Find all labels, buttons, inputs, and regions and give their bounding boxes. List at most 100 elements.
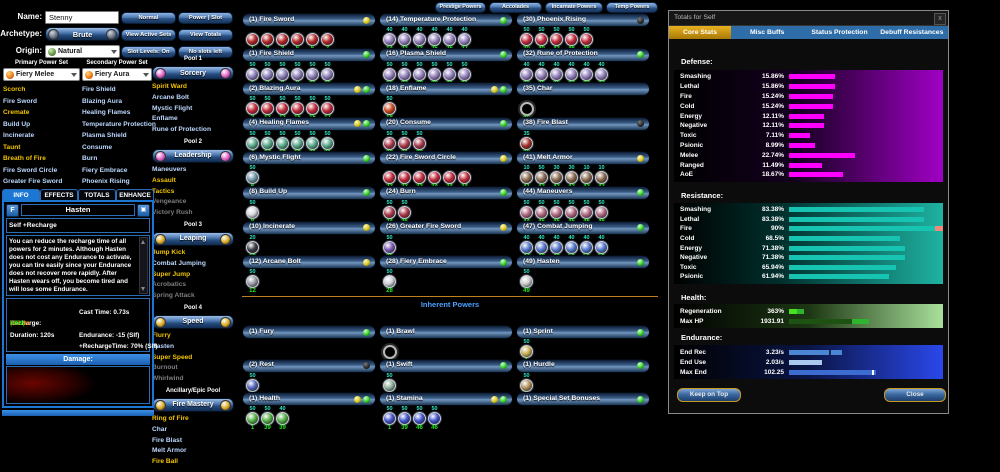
powerlist-item[interactable]: Breath of Fire [3, 155, 46, 162]
close-button[interactable]: Close [884, 388, 946, 402]
popout-icon[interactable]: ▣ [137, 204, 150, 217]
powerlist-item[interactable]: Tactics [152, 187, 175, 195]
enhancement-slot[interactable]: 50 1 [382, 406, 397, 432]
tab-enhance[interactable]: ENHANCE [116, 189, 154, 200]
power-bar[interactable]: (1) Hurdle [516, 358, 650, 373]
power-bar[interactable]: (49) Hasten [516, 255, 650, 270]
powerlist-item[interactable]: Acrobatics [152, 281, 187, 289]
pool-dropdown[interactable]: Sorcery [152, 66, 234, 80]
power-bar[interactable]: (1) Special Set Bonuses [516, 392, 650, 406]
powerlist-item[interactable]: Scorch [3, 86, 26, 93]
powerlist-item[interactable]: Temperature Protection [82, 120, 156, 128]
pool-dropdown[interactable]: Leaping [152, 231, 234, 246]
power-bar[interactable]: (1) Fire Shield [242, 47, 376, 62]
powerlist-item[interactable]: Melt Armor [152, 447, 187, 455]
power-bar[interactable]: (1) Health [242, 392, 376, 406]
power-bar[interactable]: (35) Char [516, 82, 650, 97]
tab-core-stats[interactable]: Core Stats [669, 26, 731, 39]
powerlist-item[interactable]: Hasten [152, 342, 174, 350]
powerlist-item[interactable]: Enflame [152, 115, 178, 123]
pool-dropdown[interactable]: Leadership [152, 148, 234, 163]
enhancement-slot[interactable]: 50 39 [397, 406, 412, 432]
powerlist-item[interactable]: Combat Jumping [152, 259, 206, 267]
powerlist-item[interactable]: Blazing Aura [82, 97, 123, 105]
powerlist-item[interactable]: Char [152, 425, 168, 433]
powerlist-item[interactable]: Spirit Ward [152, 83, 187, 90]
close-icon[interactable]: x [934, 13, 946, 25]
powerlist-item[interactable]: Maneuvers [152, 165, 187, 173]
powerlist-item[interactable]: Flurry [152, 331, 171, 339]
enhancement-slot[interactable]: 509 [275, 62, 290, 88]
enhancement-slot[interactable]: 506 [245, 165, 260, 191]
power-bar[interactable]: (2) Rest [242, 358, 376, 373]
powerlist-item[interactable]: Fire Sword Circle [3, 166, 58, 174]
powerlist-item[interactable]: Mystic Flight [152, 104, 193, 112]
power-bar[interactable]: (26) Greater Fire Sword [379, 220, 513, 235]
name-input[interactable]: Stenny [45, 11, 119, 24]
power-bar[interactable]: (24) Burn [379, 185, 513, 200]
powerlist-item[interactable]: Ring of Fire [152, 414, 189, 422]
enhancement-slot[interactable]: 50 28 [382, 269, 397, 295]
power-bar[interactable]: (38) Fire Blast [516, 116, 650, 131]
powerlist-item[interactable]: Incinerate [3, 132, 35, 139]
powerlist-item[interactable]: Super Jump [152, 270, 191, 278]
power-bar[interactable]: (2) Blazing Aura [242, 82, 376, 97]
totals-titlebar[interactable]: Totals for Self x [669, 11, 948, 26]
enhancement-slot[interactable]: 50 46 [427, 406, 442, 432]
powerlist-item[interactable]: Spring Attack [152, 292, 195, 300]
powerlist-item[interactable]: Arcane Bolt [152, 93, 190, 101]
pool-dropdown[interactable]: Fire Mastery [152, 397, 234, 412]
enhancement-slot[interactable]: 4048 [549, 235, 564, 261]
primary-powerset-dropdown[interactable]: Fiery Melee [3, 68, 80, 81]
secondary-powerset-dropdown[interactable]: Fiery Aura [82, 68, 152, 81]
power-bar[interactable]: (1) Sprint [516, 325, 650, 339]
power-bar[interactable]: (1) Fury [242, 325, 376, 339]
enhancement-slot[interactable]: 3 [260, 27, 275, 53]
tab-effects[interactable]: EFFECTS [40, 189, 78, 200]
temp-powers-button[interactable]: Temp Powers [606, 2, 658, 13]
pool-dropdown[interactable]: Speed [152, 314, 234, 329]
power-bar[interactable]: (1) Stamina [379, 392, 513, 406]
power-bar[interactable]: (1) Swift [379, 358, 513, 373]
powerlist-item[interactable]: Super Speed [152, 353, 193, 361]
enhancement-slot[interactable]: 50 39 [260, 406, 275, 432]
power-bar[interactable]: (20) Consume [379, 116, 513, 131]
enhancement-slot[interactable]: 1 [382, 339, 397, 366]
powerlist-item[interactable]: Greater Fire Sword [3, 178, 63, 185]
tab-info[interactable]: INFO [2, 189, 40, 200]
enhancement-slot[interactable]: 50 1 [245, 406, 260, 432]
scrollbar[interactable] [139, 237, 148, 294]
no-slots-left-button[interactable]: No slots left [178, 46, 233, 58]
power-bar[interactable]: (22) Fire Sword Circle [379, 151, 513, 166]
powerlist-item[interactable]: Burn [82, 155, 98, 162]
power-bar[interactable]: (44) Maneuvers [516, 185, 650, 200]
powerlist-item[interactable]: Fire Ball [152, 458, 179, 466]
view-totals-button[interactable]: View Totals [178, 29, 233, 41]
power-bar[interactable]: (32) Rune of Protection [516, 47, 650, 62]
enhancement-slot[interactable]: 502 [245, 96, 260, 122]
powerlist-item[interactable]: Whirlwind [152, 375, 184, 383]
incarnate-powers-button[interactable]: Incarnate Powers [545, 2, 603, 13]
prestige-powers-button[interactable]: Prestige Powers [435, 2, 486, 13]
scroll-up-icon[interactable] [141, 240, 145, 244]
enhancement-slot[interactable]: 50 12 [245, 269, 260, 295]
powerlist-item[interactable]: Burnout [152, 364, 178, 372]
powerlist-item[interactable]: Rune of Protection [152, 126, 211, 134]
archetype-dropdown[interactable]: Brute [45, 27, 120, 41]
power-bar[interactable]: (1) Fire Sword [242, 13, 376, 27]
power-bar[interactable]: (28) Fiery Embrace [379, 255, 513, 270]
powerlist-item[interactable]: Jump Kick [152, 248, 186, 256]
keep-on-top-button[interactable]: Keep on Top [677, 388, 741, 402]
powerlist-item[interactable]: Plasma Shield [82, 132, 127, 139]
powerlist-item[interactable]: Build Up [3, 120, 31, 128]
tab-totals[interactable]: TOTALS [78, 189, 116, 200]
powerlist-item[interactable]: Phoenix Rising [82, 178, 130, 185]
power-bar[interactable]: (16) Plasma Shield [379, 47, 513, 62]
power-bar[interactable]: (6) Mystic Flight [242, 151, 376, 166]
powerlist-item[interactable]: Cremate [3, 109, 30, 116]
powerlist-item[interactable]: Consume [82, 143, 113, 151]
power-bar[interactable]: (10) Incinerate [242, 220, 376, 235]
power-bar[interactable]: (8) Build Up [242, 185, 376, 200]
power-bar[interactable]: (30) Phoenix Rising [516, 13, 650, 27]
powerlist-item[interactable]: Fire Blast [152, 436, 183, 444]
